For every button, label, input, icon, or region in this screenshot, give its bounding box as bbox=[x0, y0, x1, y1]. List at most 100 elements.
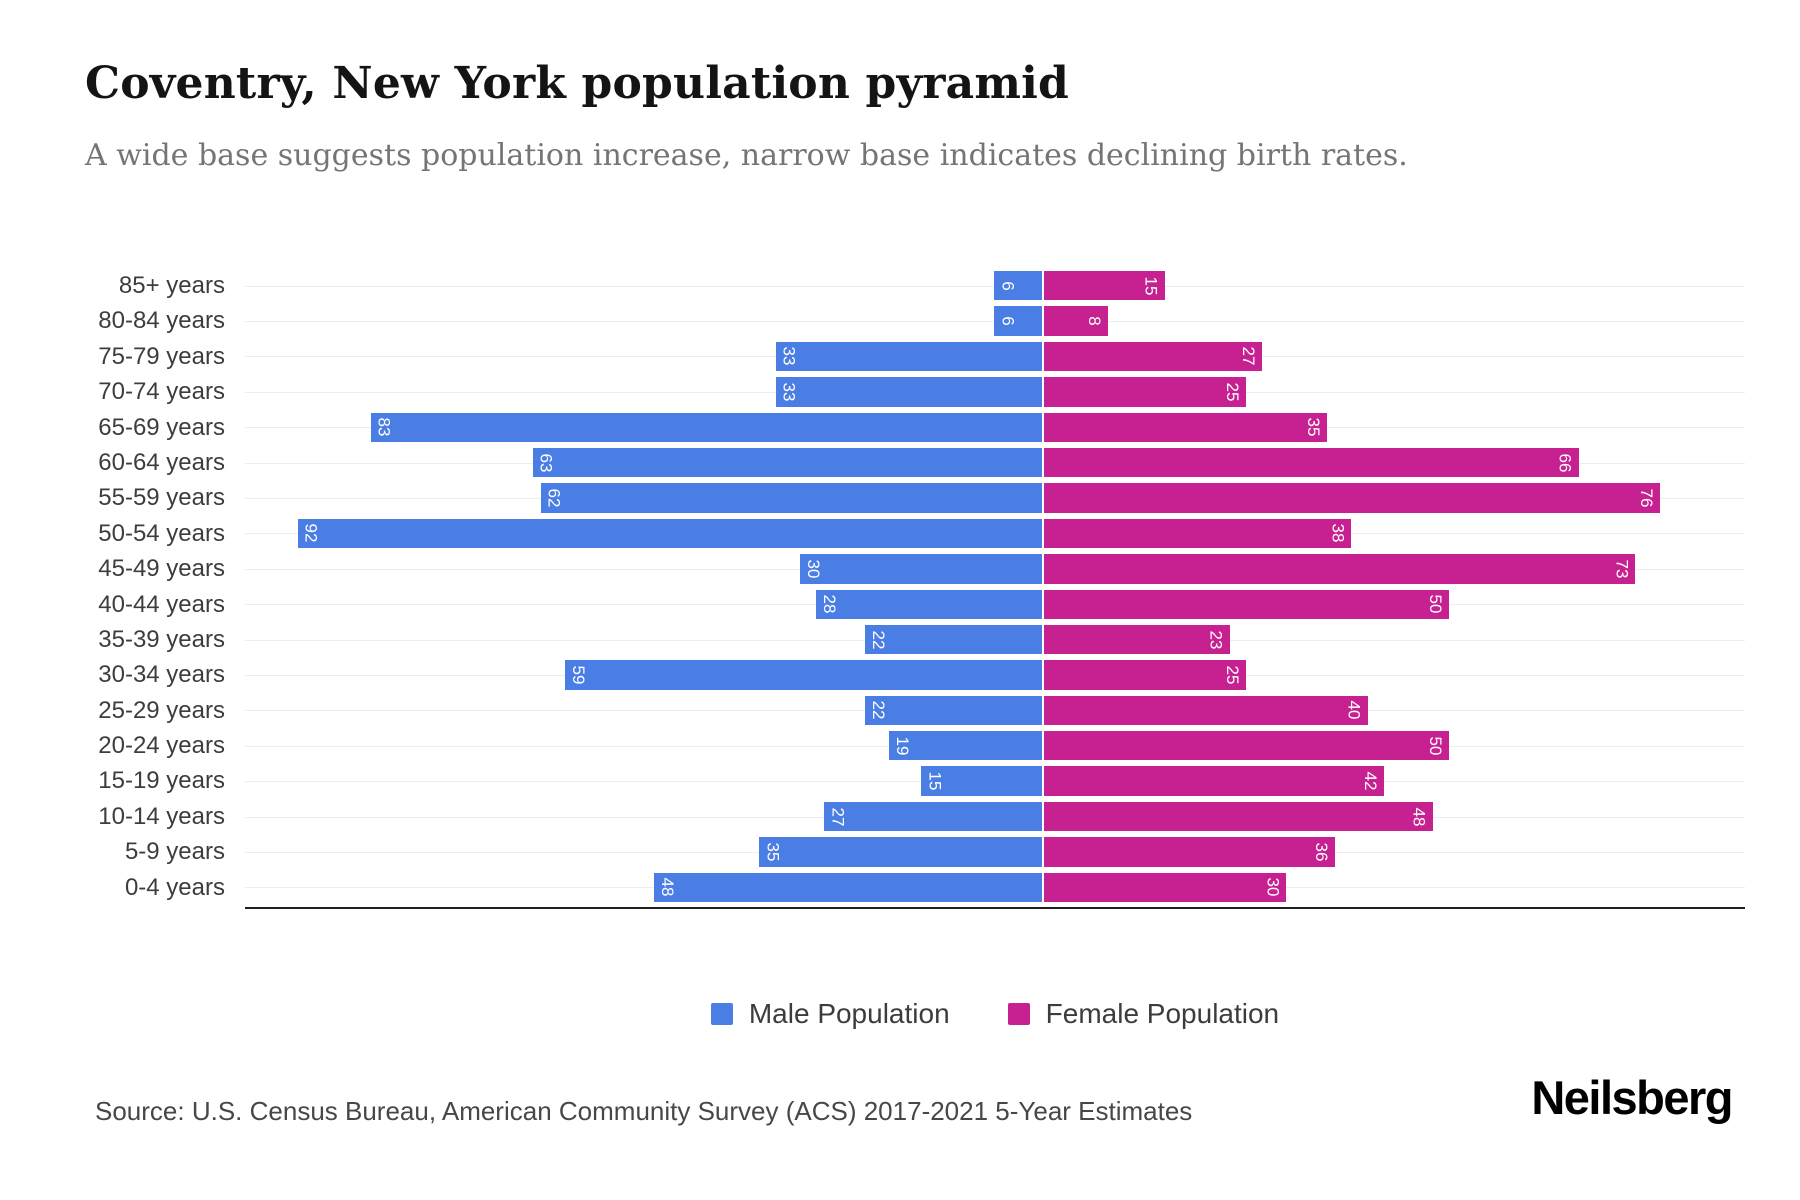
female-bar[interactable]: 66 bbox=[1043, 447, 1579, 478]
pyramid-row: 5-9 years 35 36 bbox=[0, 834, 1800, 869]
male-bar[interactable]: 27 bbox=[824, 801, 1043, 832]
male-bar[interactable]: 33 bbox=[775, 377, 1043, 407]
age-group-label: 30-34 years bbox=[98, 661, 225, 689]
row-plot-area: 63 66 bbox=[245, 445, 1745, 480]
male-track: 48 bbox=[245, 872, 1043, 903]
female-track: 35 bbox=[1043, 412, 1745, 442]
female-bar[interactable]: 40 bbox=[1043, 695, 1368, 726]
male-bar[interactable]: 62 bbox=[540, 483, 1043, 513]
male-bar-value: 30 bbox=[803, 559, 823, 579]
male-bar[interactable]: 83 bbox=[370, 412, 1043, 442]
female-bar[interactable]: 25 bbox=[1043, 377, 1246, 407]
female-track: 15 bbox=[1043, 271, 1745, 301]
female-bar[interactable]: 73 bbox=[1043, 554, 1636, 584]
female-bar[interactable]: 50 bbox=[1043, 731, 1449, 761]
row-plot-area: 59 25 bbox=[245, 657, 1745, 692]
pyramid-chart: 85+ years 6 15 80-84 years 6 8 75-79 years 33 27… bbox=[0, 268, 1800, 905]
female-track: 27 bbox=[1043, 341, 1745, 372]
row-plot-area: 48 30 bbox=[245, 870, 1745, 905]
male-bar-value: 83 bbox=[374, 417, 394, 437]
female-bar-value: 23 bbox=[1206, 630, 1226, 650]
female-bar[interactable]: 35 bbox=[1043, 412, 1328, 442]
female-bar[interactable]: 42 bbox=[1043, 766, 1384, 796]
male-track: 92 bbox=[245, 518, 1043, 549]
male-bar[interactable]: 19 bbox=[889, 731, 1043, 761]
female-bar[interactable]: 48 bbox=[1043, 801, 1433, 832]
male-bar[interactable]: 6 bbox=[994, 271, 1043, 301]
pyramid-row: 75-79 years 33 27 bbox=[0, 339, 1800, 374]
male-bar[interactable]: 22 bbox=[864, 695, 1043, 726]
female-bar[interactable]: 8 bbox=[1043, 306, 1108, 336]
male-track: 22 bbox=[245, 695, 1043, 726]
male-bar[interactable]: 22 bbox=[864, 624, 1043, 655]
age-group-label: 15-19 years bbox=[98, 767, 225, 795]
female-bar-value: 8 bbox=[1084, 316, 1104, 326]
female-bar[interactable]: 25 bbox=[1043, 660, 1246, 690]
male-track: 19 bbox=[245, 731, 1043, 761]
chart-title: Coventry, New York population pyramid bbox=[85, 58, 1069, 109]
male-bar-value: 22 bbox=[868, 630, 888, 650]
male-bar[interactable]: 59 bbox=[565, 660, 1043, 690]
male-bar[interactable]: 48 bbox=[654, 872, 1043, 903]
age-group-label: 60-64 years bbox=[98, 448, 225, 476]
neilsberg-logo: Neilsberg bbox=[1531, 1071, 1733, 1124]
age-group-label: 55-59 years bbox=[98, 484, 225, 512]
male-track: 33 bbox=[245, 377, 1043, 407]
pyramid-row: 15-19 years 15 42 bbox=[0, 763, 1800, 798]
row-plot-area: 83 35 bbox=[245, 410, 1745, 445]
female-bar-value: 66 bbox=[1555, 453, 1575, 473]
chart-subtitle: A wide base suggests population increase… bbox=[85, 138, 1408, 173]
pyramid-row: 35-39 years 22 23 bbox=[0, 622, 1800, 657]
female-bar[interactable]: 30 bbox=[1043, 872, 1287, 903]
male-legend-swatch-icon bbox=[710, 1003, 733, 1025]
female-track: 23 bbox=[1043, 624, 1745, 655]
male-track: 22 bbox=[245, 624, 1043, 655]
age-group-label: 65-69 years bbox=[98, 413, 225, 441]
female-track: 50 bbox=[1043, 731, 1745, 761]
pyramid-row: 10-14 years 27 48 bbox=[0, 799, 1800, 834]
female-track: 50 bbox=[1043, 589, 1745, 619]
row-plot-area: 27 48 bbox=[245, 799, 1745, 834]
age-group-label: 85+ years bbox=[118, 272, 225, 299]
male-bar-value: 92 bbox=[301, 523, 321, 543]
pyramid-row: 85+ years 6 15 bbox=[0, 268, 1800, 303]
male-bar-value: 28 bbox=[820, 594, 840, 614]
male-bar[interactable]: 63 bbox=[532, 447, 1043, 478]
male-bar[interactable]: 33 bbox=[775, 341, 1043, 372]
male-bar[interactable]: 6 bbox=[994, 306, 1043, 336]
male-bar[interactable]: 28 bbox=[816, 589, 1043, 619]
female-bar-value: 15 bbox=[1141, 276, 1161, 296]
pyramid-row: 70-74 years 33 25 bbox=[0, 374, 1800, 409]
pyramid-row: 45-49 years 30 73 bbox=[0, 551, 1800, 586]
male-bar[interactable]: 30 bbox=[799, 554, 1043, 584]
age-group-label: 50-54 years bbox=[98, 519, 225, 547]
male-track: 6 bbox=[245, 306, 1043, 336]
legend-item-female[interactable]: Female Population bbox=[1007, 998, 1279, 1030]
male-bar[interactable]: 92 bbox=[297, 518, 1043, 549]
female-bar-value: 38 bbox=[1328, 523, 1348, 543]
male-bar[interactable]: 35 bbox=[759, 837, 1043, 867]
female-bar-value: 76 bbox=[1636, 488, 1656, 508]
female-bar-value: 25 bbox=[1222, 382, 1242, 402]
female-bar[interactable]: 36 bbox=[1043, 837, 1336, 867]
male-track: 35 bbox=[245, 837, 1043, 867]
female-bar[interactable]: 27 bbox=[1043, 341, 1263, 372]
pyramid-row: 0-4 years 48 30 bbox=[0, 870, 1800, 905]
male-bar[interactable]: 15 bbox=[921, 766, 1043, 796]
male-bar-value: 63 bbox=[536, 453, 556, 473]
legend-item-male[interactable]: Male Population bbox=[710, 998, 950, 1030]
row-plot-area: 22 23 bbox=[245, 622, 1745, 657]
female-bar[interactable]: 38 bbox=[1043, 518, 1352, 549]
row-plot-area: 28 50 bbox=[245, 587, 1745, 622]
age-group-label: 35-39 years bbox=[98, 625, 225, 653]
male-bar-value: 33 bbox=[779, 347, 799, 366]
center-divider-line bbox=[1042, 268, 1044, 907]
female-bar[interactable]: 76 bbox=[1043, 483, 1660, 513]
female-track: 38 bbox=[1043, 518, 1745, 549]
male-bar-value: 15 bbox=[925, 771, 945, 791]
male-bar-value: 33 bbox=[779, 382, 799, 402]
female-bar[interactable]: 15 bbox=[1043, 271, 1165, 301]
female-bar[interactable]: 23 bbox=[1043, 624, 1230, 655]
female-bar[interactable]: 50 bbox=[1043, 589, 1449, 619]
pyramid-row: 80-84 years 6 8 bbox=[0, 303, 1800, 338]
